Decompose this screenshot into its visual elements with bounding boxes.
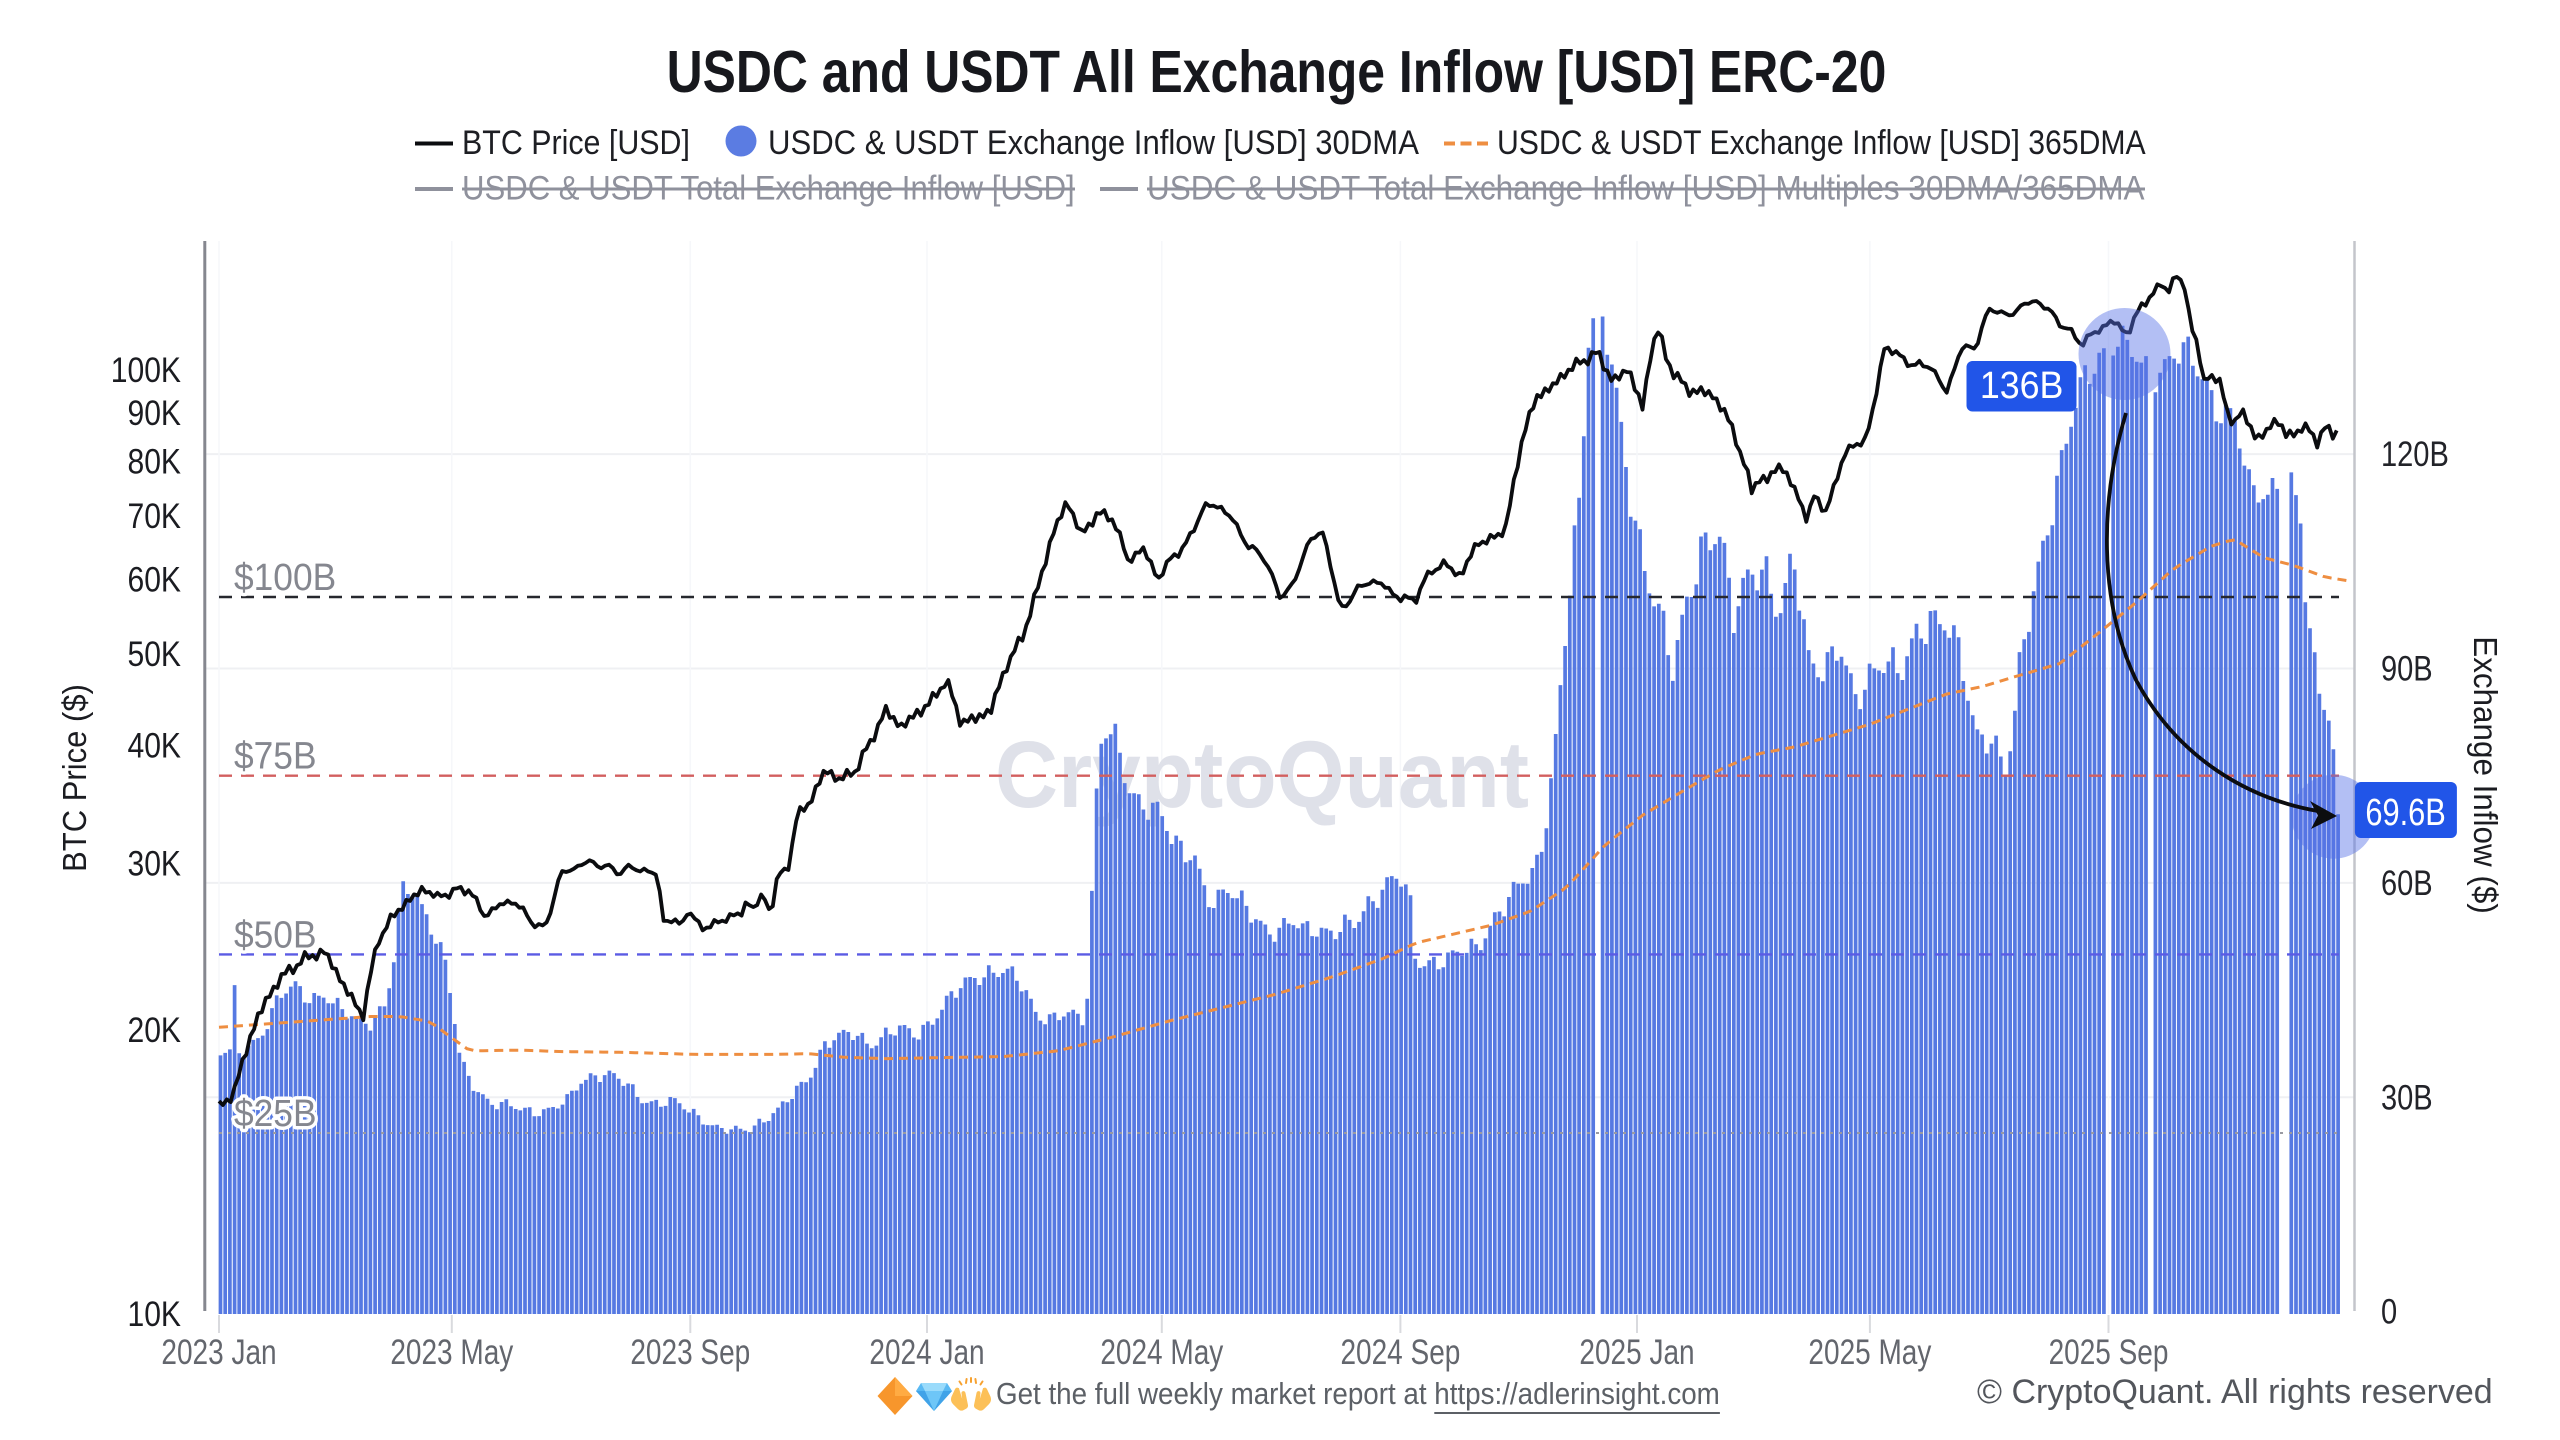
svg-text:30K: 30K [127,843,181,883]
svg-text:2025 Sep: 2025 Sep [2049,1332,2169,1372]
svg-text:2023 Jan: 2023 Jan [161,1332,276,1372]
svg-text:$50B: $50B [234,913,317,955]
svg-text:136B: 136B [1980,364,2064,406]
svg-text:BTC Price ($): BTC Price ($) [56,684,93,872]
svg-text:60B: 60B [2381,863,2433,902]
svg-text:100K: 100K [111,350,181,390]
svg-text:USDC and USDT All Exchange Inf: USDC and USDT All Exchange Inflow [USD] … [667,39,1887,105]
svg-text:USDC & USDT Exchange Inflow [U: USDC & USDT Exchange Inflow [USD] 365DMA [1497,123,2146,161]
svg-text:70K: 70K [127,496,181,536]
svg-text:https://adlerinsight.com: https://adlerinsight.com [1434,1377,1720,1412]
svg-text:90K: 90K [127,393,181,433]
svg-text:2023 May: 2023 May [390,1332,513,1372]
svg-text:2024 May: 2024 May [1100,1332,1223,1372]
svg-text:Exchange Inflow ($): Exchange Inflow ($) [2467,636,2504,914]
svg-text:10K: 10K [127,1294,181,1334]
svg-text:30B: 30B [2381,1078,2433,1117]
svg-text:90B: 90B [2381,649,2433,688]
svg-text:40K: 40K [127,726,181,766]
svg-text:$100B: $100B [234,556,336,598]
svg-text:2025 May: 2025 May [1808,1332,1931,1372]
svg-text:2023 Sep: 2023 Sep [630,1332,750,1372]
svg-text:2025 Jan: 2025 Jan [1579,1332,1694,1372]
svg-text:60K: 60K [127,559,181,599]
svg-text:$25B: $25B [234,1092,317,1134]
svg-text:50K: 50K [127,634,181,674]
svg-text:2024 Sep: 2024 Sep [1340,1332,1460,1372]
svg-text:© CryptoQuant. All rights rese: © CryptoQuant. All rights reserved [1977,1373,2493,1411]
svg-text:USDC & USDT Exchange Inflow [U: USDC & USDT Exchange Inflow [USD] 30DMA [768,124,1419,162]
svg-text:0: 0 [2381,1292,2397,1331]
svg-text:BTC Price [USD]: BTC Price [USD] [462,123,690,161]
svg-text:120B: 120B [2381,435,2449,474]
svg-text:80K: 80K [127,441,181,481]
svg-text:$75B: $75B [234,735,317,777]
svg-text:69.6B: 69.6B [2365,792,2445,834]
svg-text:20K: 20K [127,1010,181,1050]
svg-text:2024 Jan: 2024 Jan [869,1332,984,1372]
svg-text:Get the full weekly market rep: Get the full weekly market report at [996,1377,1427,1412]
